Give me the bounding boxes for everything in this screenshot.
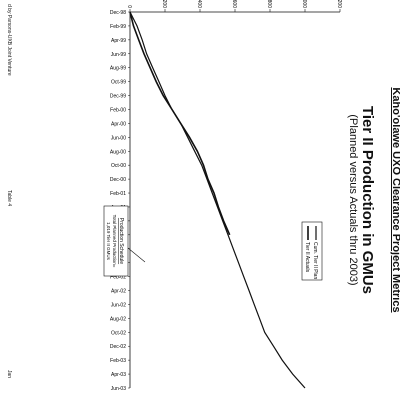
x-tick-label: Oct-02 <box>111 330 126 336</box>
x-tick-label: Oct-00 <box>111 163 126 169</box>
legend: Cum. Tier II Plan Tier II Actuals <box>301 221 323 281</box>
y-ticks: 0 200 400 600 800 1000 1200 <box>126 0 342 12</box>
production-schedule-note: Production Schedule Total Planned Produc… <box>103 205 146 277</box>
x-tick-label: Aug-99 <box>110 66 126 72</box>
legend-actuals-label: Tier II Actuals <box>304 242 310 273</box>
x-tick-label: Feb-02 <box>110 275 126 281</box>
x-tick-label: Feb-01 <box>110 191 126 197</box>
x-tick-label: Oct-99 <box>111 80 126 86</box>
x-tick-label: Jun-00 <box>111 135 127 141</box>
x-tick-label: Apr-99 <box>111 38 126 44</box>
axis-lines <box>129 11 340 388</box>
footer-center: Table 4 <box>6 190 12 207</box>
footer-left: d by Parsons-UXB Joint Venture <box>6 4 12 76</box>
y-tick-label: 0 <box>126 5 132 8</box>
x-tick-label: Feb-00 <box>110 107 126 113</box>
footer-right: Jan <box>6 370 12 379</box>
x-tick-label: Jun-99 <box>111 52 127 58</box>
note-line-2: 1,019 Tier II GMUs <box>106 222 111 261</box>
x-tick-label: Jun-02 <box>111 302 127 308</box>
y-tick-label: 600 <box>231 0 237 8</box>
x-tick-label: Jun-03 <box>111 386 127 392</box>
x-tick-label: Feb-03 <box>110 358 126 364</box>
y-tick-label: 1200 <box>336 0 342 8</box>
x-tick-label: Apr-02 <box>111 289 126 295</box>
y-tick-label: 200 <box>161 0 167 8</box>
x-tick-label: Aug-00 <box>110 149 126 155</box>
series-plan-line <box>129 11 306 389</box>
x-tick-label: Feb-99 <box>110 24 126 30</box>
x-tick-label: Apr-03 <box>111 372 126 378</box>
x-tick-label: Dec-00 <box>110 177 126 183</box>
y-tick-label: 800 <box>266 0 272 8</box>
x-tick-label: Dec-99 <box>110 94 126 100</box>
series-actuals-line <box>129 11 231 236</box>
y-tick-label: 1000 <box>301 0 307 8</box>
note-heading: Production Schedule <box>118 218 124 264</box>
x-tick-label: Apr-00 <box>111 121 126 127</box>
x-tick-label: Dec-98 <box>110 10 126 16</box>
y-tick-label: 400 <box>196 0 202 8</box>
legend-plan-label: Cum. Tier II Plan <box>312 242 318 279</box>
x-ticks: Dec-98 Feb-99 Apr-99 Jun-99 Aug-99 Oct-99 Dec-… <box>110 10 130 392</box>
x-tick-label: Dec-02 <box>110 344 126 350</box>
x-tick-label: Aug-02 <box>110 316 126 322</box>
axes <box>129 11 340 388</box>
note-line-1: Total Planned Production= <box>112 215 117 268</box>
